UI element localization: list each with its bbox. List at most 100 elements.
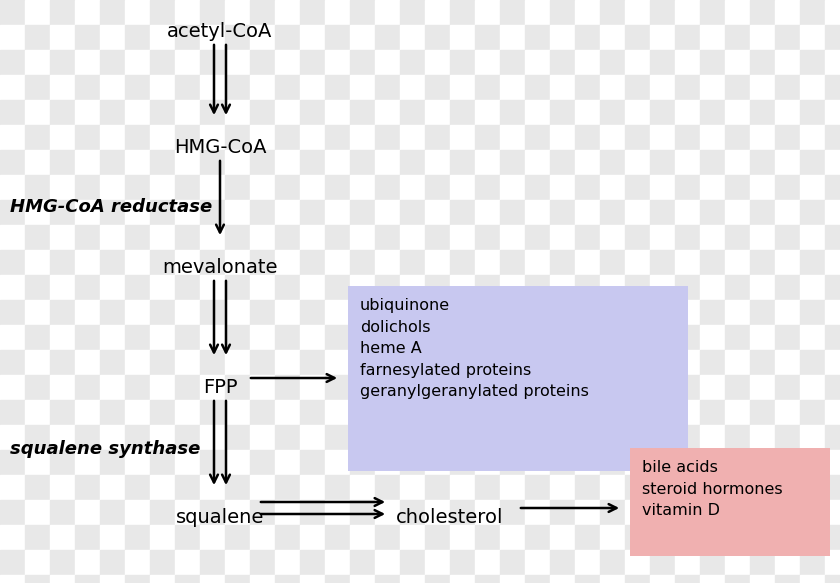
Bar — [275, 375, 300, 400]
Bar — [0, 450, 25, 475]
Bar — [50, 75, 75, 100]
Bar — [275, 0, 300, 25]
Bar — [175, 0, 200, 25]
Bar — [500, 350, 525, 375]
Bar — [175, 525, 200, 550]
Bar — [75, 50, 100, 75]
Bar — [825, 450, 840, 475]
Bar — [650, 100, 675, 125]
Bar — [650, 250, 675, 275]
Bar — [450, 25, 475, 50]
Bar — [250, 150, 275, 175]
Bar — [325, 175, 350, 200]
Bar — [75, 375, 100, 400]
Bar — [450, 575, 475, 583]
Bar — [375, 125, 400, 150]
Bar — [775, 250, 800, 275]
Bar — [725, 575, 750, 583]
Bar — [575, 225, 600, 250]
Bar — [725, 475, 750, 500]
Bar — [175, 50, 200, 75]
Bar — [200, 475, 225, 500]
Bar — [775, 200, 800, 225]
Bar — [600, 200, 625, 225]
Bar — [525, 200, 550, 225]
Bar — [600, 375, 625, 400]
Bar — [350, 475, 375, 500]
Bar — [125, 325, 150, 350]
Bar — [250, 400, 275, 425]
Bar — [300, 575, 325, 583]
Bar — [425, 0, 450, 25]
Bar — [725, 150, 750, 175]
Bar — [450, 250, 475, 275]
Bar — [375, 75, 400, 100]
Bar — [325, 300, 350, 325]
Bar — [125, 200, 150, 225]
Bar — [325, 100, 350, 125]
Bar — [450, 500, 475, 525]
Bar — [775, 450, 800, 475]
Text: acetyl-CoA: acetyl-CoA — [167, 22, 273, 41]
Bar — [25, 125, 50, 150]
Bar — [825, 175, 840, 200]
Bar — [450, 375, 475, 400]
Bar — [500, 375, 525, 400]
Bar — [50, 250, 75, 275]
Bar — [275, 500, 300, 525]
Bar — [250, 100, 275, 125]
Bar — [575, 400, 600, 425]
Bar — [200, 575, 225, 583]
Bar — [625, 450, 650, 475]
Bar — [400, 75, 425, 100]
Bar — [350, 125, 375, 150]
Bar — [325, 0, 350, 25]
Bar — [225, 275, 250, 300]
Bar — [500, 0, 525, 25]
Bar — [625, 375, 650, 400]
Bar — [50, 50, 75, 75]
Bar — [825, 400, 840, 425]
Bar — [375, 300, 400, 325]
Bar — [650, 175, 675, 200]
Bar — [825, 50, 840, 75]
Bar — [500, 150, 525, 175]
Bar — [800, 275, 825, 300]
Bar — [500, 25, 525, 50]
Bar — [650, 400, 675, 425]
Bar — [800, 25, 825, 50]
Bar — [825, 100, 840, 125]
Bar — [600, 525, 625, 550]
Bar — [225, 100, 250, 125]
Bar — [550, 400, 575, 425]
Bar — [400, 500, 425, 525]
Bar — [0, 400, 25, 425]
Bar — [350, 200, 375, 225]
Bar — [75, 25, 100, 50]
Bar — [400, 550, 425, 575]
Bar — [0, 350, 25, 375]
Bar — [700, 100, 725, 125]
Bar — [325, 125, 350, 150]
Bar — [300, 525, 325, 550]
Bar — [175, 75, 200, 100]
Bar — [500, 450, 525, 475]
Bar — [25, 75, 50, 100]
Bar — [300, 125, 325, 150]
Bar — [200, 525, 225, 550]
Bar — [200, 225, 225, 250]
Bar — [350, 500, 375, 525]
Bar — [125, 250, 150, 275]
Bar — [725, 25, 750, 50]
Bar — [75, 475, 100, 500]
Bar — [325, 250, 350, 275]
Bar — [275, 325, 300, 350]
Bar — [525, 450, 550, 475]
Bar — [475, 550, 500, 575]
Bar — [825, 300, 840, 325]
Bar — [50, 150, 75, 175]
Bar — [175, 575, 200, 583]
Bar — [575, 175, 600, 200]
Bar — [525, 75, 550, 100]
Bar — [325, 150, 350, 175]
